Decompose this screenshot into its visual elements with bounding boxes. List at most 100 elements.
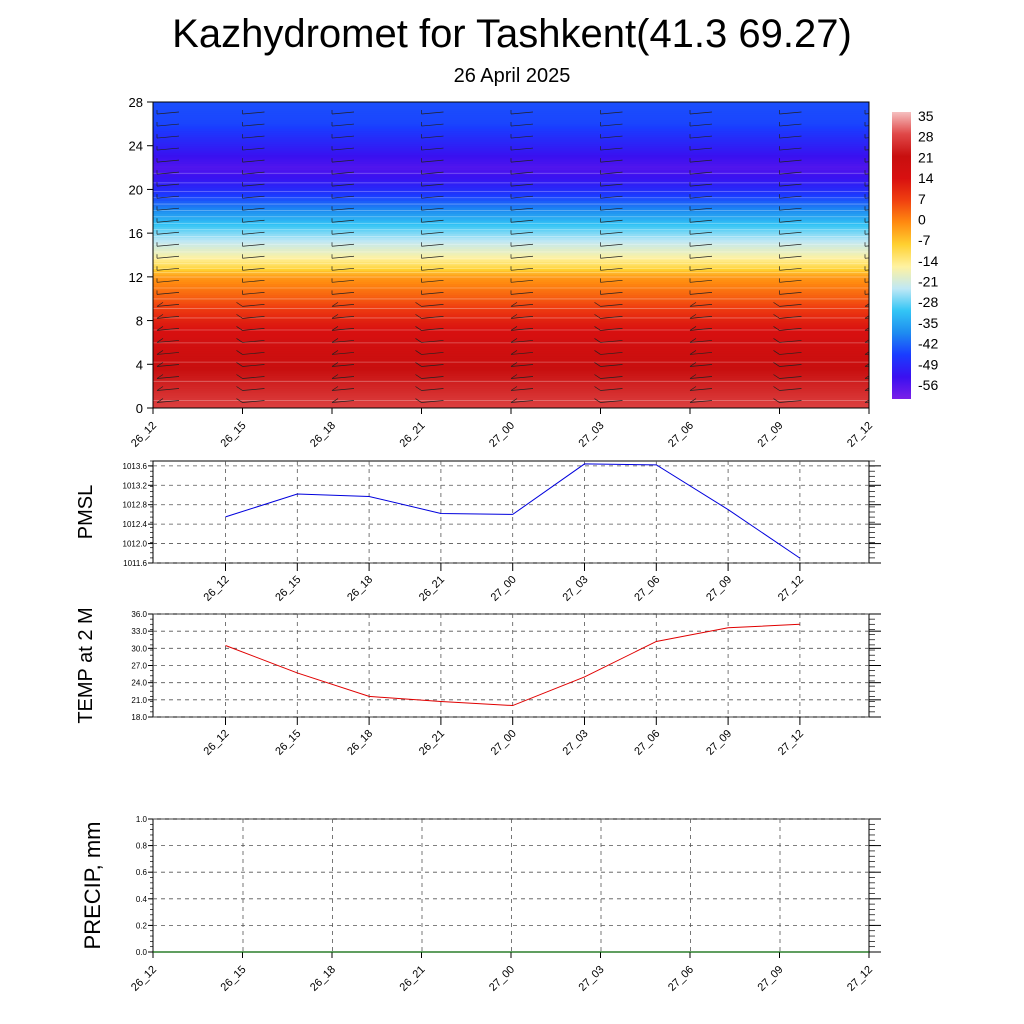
wind-barb [156,255,180,259]
wind-barb [689,316,713,319]
wind-barb [242,304,265,307]
section-band [153,222,869,225]
wind-barb-staff [156,302,164,307]
wind-barb [242,123,265,127]
section-ytick-label: 16 [129,226,143,241]
panel-ytick-label: 36.0 [131,610,147,619]
section-ytick-label: 28 [129,95,143,110]
section-band [153,185,869,188]
wind-barb-staff [510,374,518,379]
wind-barb [779,195,802,199]
wind-barb [156,316,180,319]
wind-barb [689,111,713,115]
wind-barb [600,159,623,163]
wind-barb [331,400,355,403]
panel-xtick-label: 26_15 [273,728,303,758]
wind-barb [689,388,713,391]
section-band [153,257,869,260]
wind-barb [156,328,180,331]
panel-xtick-label: 27_03 [577,964,607,994]
panel-xtick-label: 27_12 [776,728,806,758]
panel-ytick-label: 0.6 [136,868,148,877]
wind-barb [510,279,534,283]
wind-barb [156,267,180,271]
section-band [153,377,869,381]
panel-xtick-label: 27_06 [632,728,662,758]
panel-xtick-label: 27_09 [756,964,786,994]
wind-barb [689,195,713,199]
panel-xtick-label: 26_12 [129,964,159,994]
wind-barb [779,231,802,235]
section-band [153,224,869,228]
section-band [153,298,869,302]
wind-barb-staff [415,314,422,319]
wind-barb [331,255,355,259]
wind-barb [242,135,265,139]
vertical-section-panel: 0 4 8 12 16 20 24 28 26_12 26_15 26_18 26_21 27_00 27… [129,95,876,450]
wind-barb [331,123,355,127]
section-band [153,338,869,341]
wind-barb [779,400,802,403]
section-band [153,316,869,319]
wind-barb-staff [689,338,697,343]
section-band [153,228,869,232]
wind-barb [156,147,180,151]
section-band [153,117,869,121]
wind-barb [242,376,265,379]
section-band [153,141,869,145]
wind-barb [331,304,355,307]
wind-barb [600,388,623,391]
wind-barb-staff [510,350,518,355]
section-xtick-label: 27_06 [666,420,696,450]
wind-barb [689,171,713,175]
wind-barb [331,352,355,355]
section-field [153,102,869,408]
wind-barb [242,400,265,403]
wind-barb [242,316,265,319]
wind-barb [156,183,180,187]
wind-barb-staff [864,339,869,343]
panel-xtick-label: 27_06 [666,964,696,994]
wind-barb [242,183,265,187]
wind-barb [510,171,534,175]
wind-barb [689,255,713,259]
section-band [153,300,869,304]
wind-barb [600,279,623,283]
section-band [153,340,869,344]
wind-barb [242,159,265,163]
wind-barb [510,304,534,307]
wind-barb [331,111,355,115]
wind-barb-staff [773,338,780,343]
wind-barb [689,267,713,271]
wind-barb-staff [594,362,601,367]
wind-barb [331,195,355,199]
wind-barb [156,340,180,343]
wind-barb [779,111,802,115]
wind-barb [331,135,355,139]
wind-barb [421,159,444,163]
section-band [153,359,869,363]
colorbar-label: 28 [918,129,934,145]
section-band [153,331,869,335]
section-band [153,383,869,387]
wind-barb-staff [156,374,164,379]
panel-xtick-label: 26_18 [345,574,375,604]
wind-barb [600,111,623,115]
section-band [153,143,869,147]
wind-barb [779,123,802,127]
wind-barb [600,291,623,295]
wind-barb [779,135,802,139]
wind-barb [331,328,355,331]
wind-barb-staff [594,302,601,307]
colorbar-label: -35 [918,315,938,331]
wind-barb [156,171,180,175]
wind-barb [156,388,180,391]
panel-xtick-label: 26_21 [398,964,428,994]
temp2m-ylabel: TEMP at 2 M [75,607,97,723]
wind-barb [689,279,713,283]
section-xtick-label: 27_12 [845,420,875,450]
wind-barb-staff [415,374,422,379]
wind-barb-staff [236,338,243,343]
wind-barb-staff [773,374,780,379]
wind-barb [510,147,534,151]
